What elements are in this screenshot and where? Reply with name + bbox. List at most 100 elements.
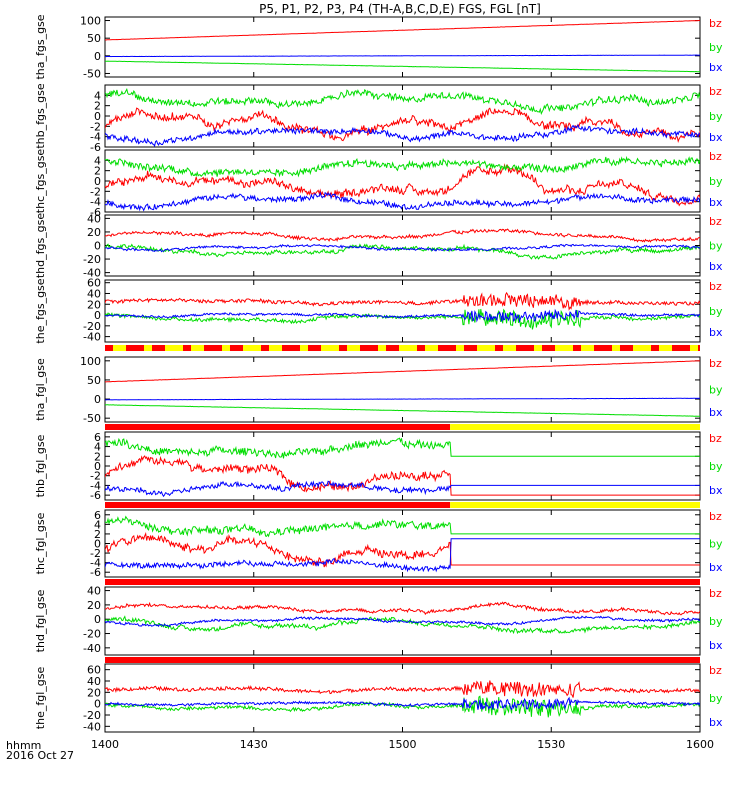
legend-by: by	[709, 460, 723, 473]
flag-segment-yellow	[534, 345, 542, 351]
series-line-by	[105, 437, 700, 459]
legend-bz: bz	[709, 432, 722, 445]
y-tick-label: 60	[87, 664, 101, 677]
y-tick-label: 2	[94, 100, 101, 113]
series-line-by	[105, 87, 700, 115]
legend-by: by	[709, 240, 723, 253]
y-tick-label: 50	[87, 32, 101, 45]
y-tick-label: 4	[94, 441, 101, 454]
x-tick-label: 1600	[686, 738, 714, 751]
series-line-bz	[105, 163, 700, 207]
series-line-bx	[105, 615, 700, 628]
flag-segment-yellow	[191, 345, 204, 351]
legend-bz: bz	[709, 215, 722, 228]
x-tick-label: 1430	[240, 738, 268, 751]
y-tick-label: 0	[94, 698, 101, 711]
y-tick-label: -20	[83, 253, 101, 266]
series-line-by	[105, 404, 700, 417]
panel-ylabel: the_fgs_gse	[34, 278, 47, 343]
panel-ylabel: thd_fgl_gse	[34, 589, 47, 652]
y-tick-label: 0	[94, 460, 101, 473]
series-line-bx	[105, 124, 700, 147]
panel-ylabel: thc_fgs_gse	[34, 149, 47, 214]
y-tick-label: 0	[94, 309, 101, 322]
legend-by: by	[709, 305, 723, 318]
series-line-bz	[105, 360, 700, 383]
panel-frame	[104, 356, 701, 423]
y-tick-label: -40	[83, 267, 101, 280]
flag-segment-yellow	[555, 345, 573, 351]
series-line-bz	[105, 601, 700, 616]
panel-frame	[104, 16, 701, 78]
flag-bar	[105, 579, 700, 585]
flag-segment-red	[386, 345, 399, 351]
panel-frame	[104, 663, 701, 733]
legend-by: by	[709, 384, 723, 397]
flag-segment-yellow	[399, 345, 417, 351]
series-line-bx	[105, 54, 700, 58]
legend-by: by	[709, 692, 723, 705]
panel-tha_fgl_gse: 100 50 0 -50 tha_fgl_gse bz by bx	[34, 355, 723, 425]
flag-segment-red	[204, 345, 222, 351]
y-tick-label: 6	[94, 431, 101, 444]
legend-bx: bx	[709, 260, 723, 273]
y-tick-label: 0	[94, 393, 101, 406]
y-tick-label: 0	[94, 175, 101, 188]
flag-segment-yellow	[425, 345, 438, 351]
flag-segment-red	[573, 345, 581, 351]
y-tick-label: -6	[90, 489, 101, 502]
flag-segment-yellow	[321, 345, 339, 351]
y-tick-label: 2	[94, 528, 101, 541]
y-tick-label: 40	[87, 585, 101, 598]
y-tick-label: -20	[83, 709, 101, 722]
y-tick-label: 100	[80, 355, 101, 368]
flag-segment-yellow	[581, 345, 594, 351]
panel-ylabel: tha_fgl_gse	[34, 358, 47, 421]
panel-ylabel: the_fgl_gse	[34, 667, 47, 730]
y-tick-label: 50	[87, 374, 101, 387]
y-tick-label: 0	[94, 240, 101, 253]
flag-bar	[105, 657, 700, 663]
y-tick-label: 40	[87, 287, 101, 300]
legend-bx: bx	[709, 716, 723, 729]
y-tick-label: 4	[94, 89, 101, 102]
flag-bars-group	[105, 345, 700, 663]
y-tick-label: 0	[94, 538, 101, 551]
y-tick-label: -50	[83, 412, 101, 425]
x-corner-label-hhmm: hhmm	[6, 739, 41, 752]
flag-segment-yellow	[477, 345, 495, 351]
legend-bz: bz	[709, 510, 722, 523]
flag-segment-red	[282, 345, 300, 351]
series-line-bz	[105, 531, 700, 568]
panel-frame	[104, 509, 701, 578]
y-tick-label: -2	[90, 470, 101, 483]
flag-segment-red	[360, 345, 378, 351]
panel-ylabel: tha_fgs_gse	[34, 14, 47, 79]
flag-segment-yellow	[659, 345, 672, 351]
flag-segment-red	[105, 345, 113, 351]
y-tick-label: 100	[80, 15, 101, 28]
flag-segment-red	[339, 345, 347, 351]
y-tick-label: 20	[87, 599, 101, 612]
flag-segment-red	[105, 502, 451, 508]
y-tick-label: 0	[94, 50, 101, 63]
y-tick-label: -50	[83, 67, 101, 80]
legend-bz: bz	[709, 357, 722, 370]
panel-ylabel: thd_fgs_gse	[34, 213, 47, 279]
series-line-bx	[105, 696, 700, 711]
y-tick-label: -6	[90, 206, 101, 219]
y-tick-label: 60	[87, 277, 101, 290]
y-tick-label: -40	[83, 720, 101, 733]
legend-bz: bz	[709, 85, 722, 98]
y-tick-label: 2	[94, 165, 101, 178]
legend-by: by	[709, 41, 723, 54]
series-line-bx	[105, 538, 700, 573]
y-tick-label: 4	[94, 154, 101, 167]
flag-segment-red	[126, 345, 144, 351]
flag-segment-yellow	[450, 502, 700, 508]
